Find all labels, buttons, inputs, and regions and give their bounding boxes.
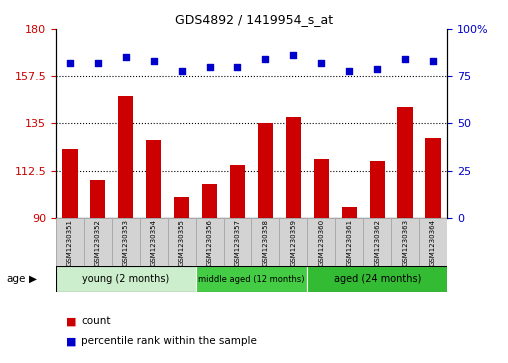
Bar [419,218,447,267]
Bar [230,166,245,218]
Bar [391,218,419,267]
Bar [90,180,106,218]
Bar [202,184,217,218]
Text: GSM1230360: GSM1230360 [319,219,324,266]
Text: GDS4892 / 1419954_s_at: GDS4892 / 1419954_s_at [175,13,333,26]
Bar [251,218,279,267]
Bar [307,266,447,292]
Point [290,53,298,58]
Bar [56,218,84,267]
Bar [341,207,357,218]
Bar [279,218,307,267]
Bar [112,218,140,267]
Point [261,56,269,62]
Bar [196,218,224,267]
Point [317,60,325,66]
Text: count: count [81,316,111,326]
Point [66,60,74,66]
Point [122,54,130,60]
Point [93,60,102,66]
Text: ■: ■ [66,336,77,346]
Bar [118,96,134,218]
Text: aged (24 months): aged (24 months) [334,274,421,284]
Text: percentile rank within the sample: percentile rank within the sample [81,336,257,346]
Bar [140,218,168,267]
Bar [56,266,196,292]
Bar [397,107,413,218]
Point [401,56,409,62]
Text: GSM1230351: GSM1230351 [67,219,73,266]
Point [150,58,158,64]
Point [234,64,242,70]
Text: age: age [6,274,25,284]
Text: GSM1230359: GSM1230359 [291,219,296,266]
Text: young (2 months): young (2 months) [82,274,169,284]
Text: GSM1230364: GSM1230364 [430,219,436,266]
Bar [313,159,329,218]
Point [429,58,437,64]
Point [373,66,381,72]
Text: GSM1230354: GSM1230354 [151,219,156,266]
Bar [62,148,78,218]
Bar [369,161,385,218]
Point [345,68,354,73]
Text: ■: ■ [66,316,77,326]
Bar [196,266,307,292]
Text: middle aged (12 months): middle aged (12 months) [198,275,305,284]
Text: GSM1230363: GSM1230363 [402,219,408,266]
Bar [168,218,196,267]
Text: GSM1230358: GSM1230358 [263,219,268,266]
Bar [146,140,162,218]
Bar [425,138,441,218]
Text: GSM1230355: GSM1230355 [179,219,184,266]
Bar [174,197,189,218]
Point [178,68,186,73]
Text: GSM1230353: GSM1230353 [123,219,129,266]
Text: GSM1230361: GSM1230361 [346,219,352,266]
Bar [258,123,273,218]
Point [205,64,214,70]
Text: GSM1230362: GSM1230362 [374,219,380,266]
Bar [307,218,335,267]
Text: ▶: ▶ [29,274,38,284]
Bar [285,117,301,218]
Bar [84,218,112,267]
Bar [224,218,251,267]
Bar [363,218,391,267]
Text: GSM1230357: GSM1230357 [235,219,240,266]
Text: GSM1230356: GSM1230356 [207,219,212,266]
Bar [335,218,363,267]
Text: GSM1230352: GSM1230352 [95,219,101,266]
